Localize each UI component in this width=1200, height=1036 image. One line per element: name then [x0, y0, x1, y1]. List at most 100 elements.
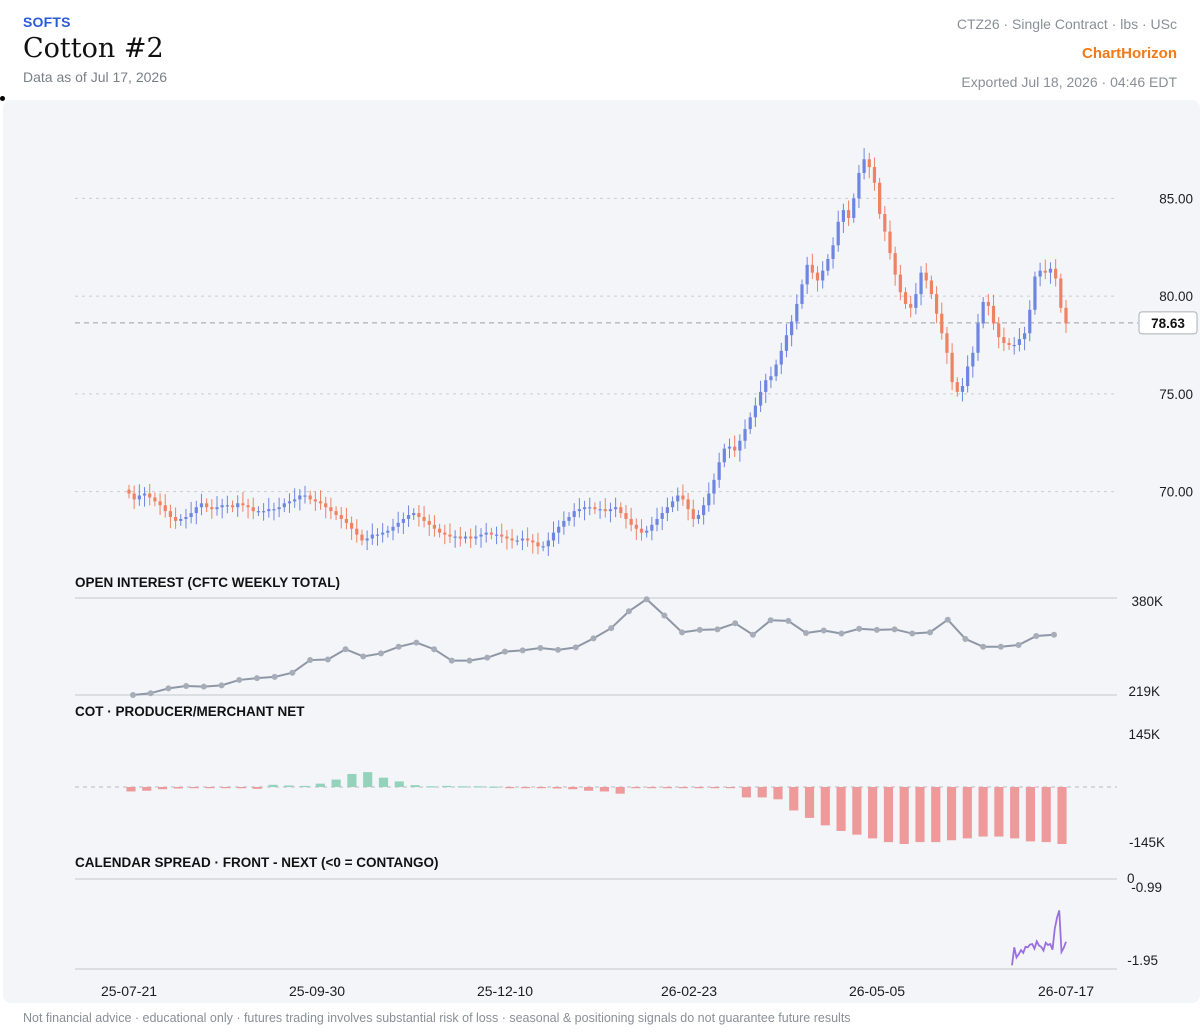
cot-bar — [1010, 787, 1020, 839]
oi-point — [165, 685, 172, 692]
cot-bar — [252, 787, 262, 789]
candle-body — [821, 270, 825, 281]
cot-bar — [726, 787, 736, 789]
candle-body — [898, 274, 902, 293]
cot-bar — [236, 787, 247, 789]
candle-body — [619, 507, 623, 514]
cot-bar — [631, 787, 641, 789]
spread-tick-label: -1.95 — [1127, 953, 1158, 968]
cot-bar — [568, 787, 578, 790]
cot-bar — [173, 787, 183, 789]
candle-body — [168, 511, 173, 517]
cot-bar — [1057, 787, 1067, 844]
candle-body — [210, 507, 214, 510]
cot-bar — [442, 785, 452, 788]
candle-body — [1007, 343, 1011, 345]
candle-body — [344, 518, 349, 523]
candle-body — [308, 495, 312, 500]
candle-body — [645, 530, 649, 533]
candle-body — [251, 507, 255, 512]
candle-body — [960, 386, 965, 392]
candle-body — [199, 503, 204, 508]
candle-body — [458, 536, 462, 539]
brand-logo[interactable]: ChartHorizon — [1082, 45, 1177, 62]
candle-body — [686, 499, 690, 510]
cot-tick-label: 145K — [1128, 727, 1160, 742]
cot-bar — [804, 787, 815, 818]
cot-bar — [994, 787, 1004, 837]
cot-bar — [410, 785, 420, 787]
x-tick-label: 26-07-17 — [1038, 983, 1094, 999]
cot-bar — [520, 787, 531, 789]
cot-bar — [678, 787, 688, 789]
candle-body — [194, 507, 198, 514]
candle-body — [1028, 309, 1032, 334]
oi-point — [980, 643, 987, 650]
candle-body — [624, 513, 628, 519]
x-tick-label: 25-09-30 — [289, 983, 345, 999]
candle-body — [546, 540, 550, 547]
candle-body — [261, 511, 266, 513]
candle-body — [702, 505, 706, 516]
spread-tick-label: 0 — [1127, 871, 1135, 886]
candle-body — [603, 509, 607, 512]
candle-body — [236, 503, 240, 508]
candle-body — [1059, 278, 1063, 308]
candle-body — [298, 495, 302, 500]
candle-body — [360, 534, 364, 541]
candle-body — [707, 493, 711, 506]
candle-body — [432, 524, 437, 529]
candle-body — [453, 536, 457, 538]
candle-body — [536, 542, 540, 547]
candle-body — [179, 518, 183, 521]
candle-body — [127, 489, 131, 494]
candle-body — [505, 536, 509, 539]
candle-body — [417, 513, 421, 517]
candle-body — [986, 301, 990, 306]
cot-bar — [615, 787, 625, 794]
candle-body — [562, 520, 566, 527]
oi-point — [324, 656, 331, 663]
oi-point — [1033, 632, 1040, 639]
candle-body — [831, 245, 835, 259]
oi-point — [1015, 641, 1022, 648]
candle-body — [805, 264, 809, 285]
cot-bar — [1041, 787, 1051, 843]
candle-body — [386, 530, 390, 533]
candle-body — [577, 509, 581, 512]
candle-body — [727, 446, 732, 449]
candle-body — [764, 380, 768, 392]
candle-body — [313, 499, 317, 502]
candle-body — [396, 522, 400, 527]
oi-line — [132, 597, 1055, 696]
cot-bar — [378, 777, 389, 787]
candle-body — [1038, 270, 1042, 277]
candle-body — [370, 534, 374, 539]
cot-bar — [189, 787, 199, 789]
candle-body — [950, 352, 954, 383]
last-price-value: 78.63 — [1151, 316, 1185, 331]
candle-body — [334, 511, 338, 516]
oi-point — [183, 682, 190, 689]
price-tick-label: 70.00 — [1159, 485, 1193, 500]
candle-body — [1022, 333, 1027, 340]
candle-body — [355, 528, 359, 535]
grid-layer — [75, 197, 1138, 970]
candle-body — [800, 284, 804, 304]
x-tick-label: 26-05-05 — [849, 983, 905, 999]
oi-point — [519, 647, 526, 654]
candle-body — [329, 507, 333, 512]
candle-body — [391, 526, 395, 531]
candle-body — [267, 509, 271, 512]
disclaimer-text: Not financial advice · educational only … — [23, 1011, 851, 1025]
cot-bar — [552, 787, 562, 789]
oi-panel-title: OPEN INTEREST (CFTC WEEKLY TOTAL) — [75, 575, 340, 590]
candle-body — [919, 272, 923, 295]
cot-bar — [221, 787, 231, 789]
cot-bar — [852, 787, 862, 835]
candle-body — [712, 479, 716, 494]
candle-body — [1012, 344, 1016, 347]
candle-body — [365, 538, 369, 541]
cot-bar — [457, 786, 467, 788]
